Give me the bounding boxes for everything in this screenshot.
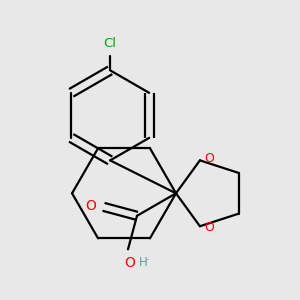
Text: Cl: Cl — [104, 37, 117, 50]
Text: O: O — [124, 256, 135, 270]
Text: ·: · — [145, 254, 149, 268]
Text: H: H — [138, 256, 147, 269]
Text: O: O — [204, 221, 214, 234]
Text: O: O — [86, 199, 97, 213]
Text: O: O — [204, 152, 214, 166]
